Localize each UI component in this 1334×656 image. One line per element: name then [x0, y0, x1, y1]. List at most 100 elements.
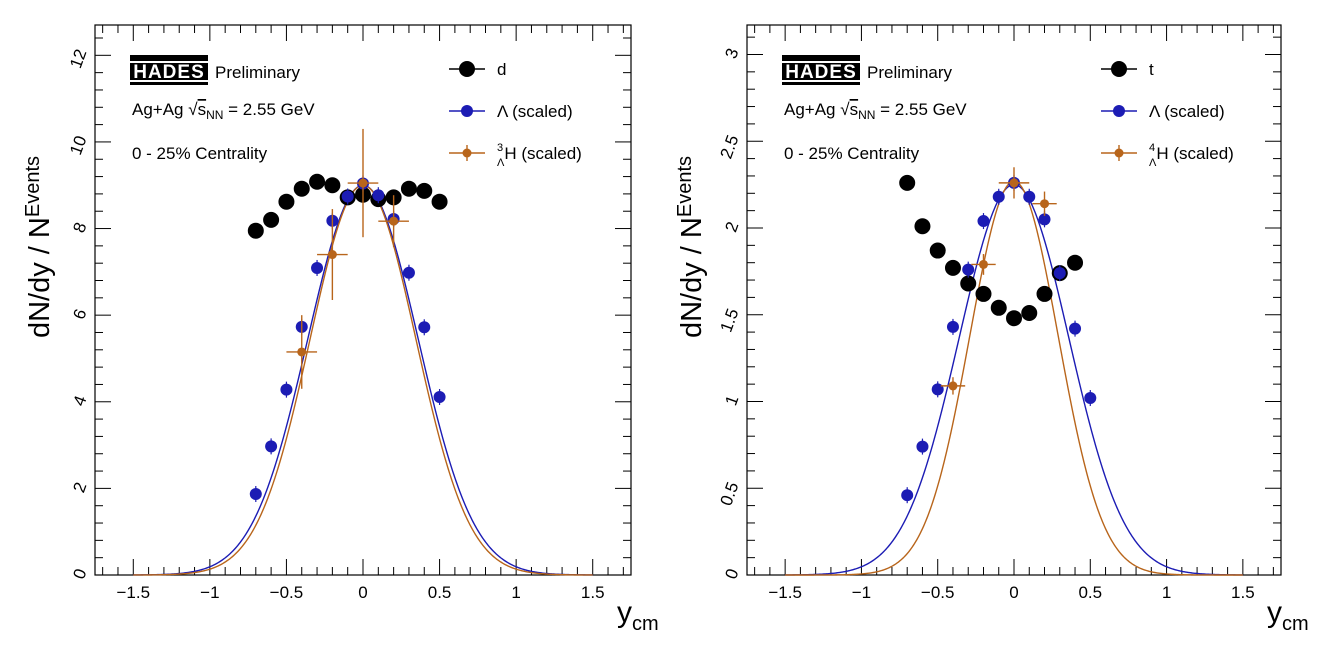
x-tick-label: 0.5	[428, 583, 452, 602]
y-axis-title: dN/dy / NEvents	[674, 156, 708, 338]
y-tick-label: 2	[721, 219, 742, 234]
data-point	[931, 383, 944, 396]
x-tick-label: −1.5	[117, 583, 151, 602]
panel-right: −1.5 −1 −0.5 0 0.5 1 1.5 0 0.5 1 1.5 2 2.5 3 ycm dN/dy …	[674, 24, 1309, 635]
data-point	[1069, 322, 1082, 335]
x-tick-label: 0	[358, 583, 367, 602]
data-point	[1067, 254, 1084, 271]
legend-marker	[462, 148, 472, 158]
data-point	[1023, 190, 1036, 203]
legend-entry-hypertriton: 3 ΛH (scaled)	[449, 142, 582, 169]
data-point	[990, 299, 1007, 316]
data-point	[280, 383, 293, 396]
legend-label: d	[497, 60, 506, 79]
data-point	[901, 489, 914, 502]
data-point	[1036, 285, 1053, 302]
y-tick-label: 2	[69, 480, 90, 495]
data-point	[341, 190, 354, 203]
data-point	[960, 275, 977, 292]
data-point	[402, 266, 415, 279]
data-point	[249, 488, 262, 501]
data-point	[389, 216, 399, 226]
series-hypertriton4	[940, 167, 1057, 395]
x-tick-label: −1	[200, 583, 219, 602]
data-point	[1021, 305, 1038, 322]
x-tick-label: 0.5	[1078, 583, 1102, 602]
y-tick-label: 0	[721, 566, 742, 581]
data-point	[1053, 267, 1066, 280]
y-tick-label: 1	[721, 393, 742, 408]
data-point	[946, 320, 959, 333]
data-point	[1006, 310, 1022, 327]
y-tick-label: 0	[69, 566, 90, 581]
y-tick-label: 12	[66, 47, 90, 71]
legend-entry-hypertriton4: 4 ΛH (scaled)	[1101, 142, 1234, 169]
logo-bar-top	[130, 55, 208, 61]
data-point	[977, 215, 990, 228]
x-tick-label: 1	[1162, 583, 1171, 602]
series-t	[899, 174, 1084, 327]
x-tick-label: −1.5	[768, 583, 802, 602]
data-point	[418, 321, 431, 334]
preliminary-label: Preliminary	[867, 63, 953, 82]
data-point	[1040, 199, 1050, 209]
system-label: Ag+Ag √sNN = 2.55 GeV	[132, 100, 315, 122]
x-tick-label: 1.5	[1231, 583, 1255, 602]
data-point	[929, 242, 946, 259]
x-axis-title: ycm	[1267, 596, 1309, 635]
centrality-label: 0 - 25% Centrality	[132, 144, 268, 163]
data-point	[263, 211, 280, 228]
fit-curve-hypertriton	[133, 184, 593, 576]
x-tick-label: 0	[1009, 583, 1018, 602]
y-tick-label: 6	[69, 306, 90, 321]
legend-marker	[1111, 61, 1127, 77]
data-point	[433, 391, 446, 404]
data-point	[1009, 178, 1019, 188]
x-tick-label: 1	[511, 583, 520, 602]
legend-label: Λ (scaled)	[1149, 102, 1225, 121]
x-axis-title: ycm	[617, 596, 659, 635]
y-tick-label: 3	[721, 46, 742, 61]
x-tick-label: 1.5	[581, 583, 605, 602]
legend-label: Λ (scaled)	[497, 102, 573, 121]
legend-label: 4 ΛH (scaled)	[1149, 142, 1234, 169]
y-tick-label: 0.5	[717, 480, 743, 509]
data-point	[916, 440, 929, 453]
y-tick-label: 1.5	[717, 306, 743, 335]
legend-marker	[1114, 148, 1124, 158]
legend-label: 3 ΛH (scaled)	[497, 142, 582, 169]
data-point	[431, 193, 448, 210]
x-tick-label: −0.5	[270, 583, 304, 602]
series-lambda	[901, 174, 1097, 504]
centrality-label: 0 - 25% Centrality	[784, 144, 920, 163]
fit-curve-lambda	[133, 184, 593, 576]
legend-marker	[459, 61, 475, 77]
data-point	[247, 222, 264, 239]
legend-label: t	[1149, 60, 1154, 79]
data-point	[992, 190, 1005, 203]
legend-marker	[461, 105, 473, 117]
x-tick-label: −1	[852, 583, 871, 602]
x-tick-label: −0.5	[921, 583, 955, 602]
data-point	[416, 182, 433, 199]
data-point	[293, 180, 310, 197]
data-point	[400, 180, 417, 197]
panel-left: −1.5 −1 −0.5 0 0.5 1 1.5 0 2 4 6 8 10 12 ycm dN/dy / NE…	[22, 24, 659, 635]
data-point	[1084, 392, 1097, 405]
y-tick-label: 2.5	[717, 133, 743, 162]
data-point	[297, 347, 307, 357]
data-point	[265, 440, 278, 453]
system-label: Ag+Ag √sNN = 2.55 GeV	[784, 100, 967, 122]
y-tick-label: 8	[69, 220, 90, 235]
data-point	[1038, 213, 1051, 226]
series-hypertriton	[286, 128, 409, 389]
logo-box	[130, 63, 208, 80]
fit-curve-lambda	[785, 183, 1243, 576]
logo-text: HADES	[785, 62, 857, 83]
data-point	[358, 178, 368, 188]
legend-entry-d: d	[449, 60, 506, 79]
legend-marker	[1113, 105, 1125, 117]
data-point	[978, 259, 988, 269]
data-point	[372, 189, 385, 202]
data-point	[948, 381, 958, 391]
